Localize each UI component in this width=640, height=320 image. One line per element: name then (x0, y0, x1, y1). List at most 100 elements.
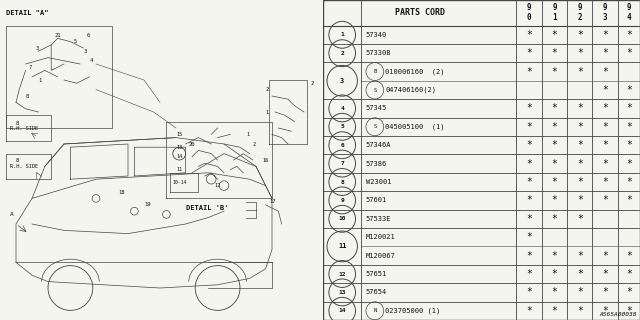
Text: 7: 7 (340, 161, 344, 166)
Text: *: * (602, 103, 608, 113)
Text: B: B (373, 69, 376, 74)
Text: 18: 18 (118, 189, 125, 195)
Text: *: * (626, 159, 632, 169)
Text: *: * (602, 287, 608, 297)
Text: *: * (602, 140, 608, 150)
Text: *: * (526, 251, 532, 260)
Text: 57651: 57651 (366, 271, 387, 277)
Text: 11: 11 (338, 244, 346, 249)
Text: *: * (552, 140, 557, 150)
Text: *: * (577, 196, 583, 205)
Text: 57330B: 57330B (366, 50, 392, 56)
Text: *: * (552, 67, 557, 76)
Text: 4: 4 (340, 106, 344, 111)
Text: 8: 8 (16, 121, 19, 126)
Text: 57533E: 57533E (366, 216, 392, 222)
Text: *: * (526, 48, 532, 58)
Text: *: * (602, 159, 608, 169)
Text: A565A00038: A565A00038 (599, 312, 637, 317)
Text: 10: 10 (339, 216, 346, 221)
Text: 010006160  (2): 010006160 (2) (385, 68, 445, 75)
Text: *: * (602, 30, 608, 40)
Text: 1: 1 (266, 109, 269, 115)
Text: S: S (373, 87, 376, 92)
Text: 17: 17 (269, 199, 275, 204)
Text: *: * (526, 159, 532, 169)
Text: *: * (577, 251, 583, 260)
Text: 57654: 57654 (366, 289, 387, 295)
Text: *: * (526, 269, 532, 279)
Text: *: * (577, 159, 583, 169)
Text: *: * (626, 30, 632, 40)
Text: *: * (552, 103, 557, 113)
Text: 13: 13 (176, 145, 182, 150)
Text: *: * (577, 177, 583, 187)
Text: *: * (552, 196, 557, 205)
Text: 5: 5 (340, 124, 344, 129)
Text: DETAIL "A": DETAIL "A" (6, 10, 49, 16)
Text: *: * (626, 196, 632, 205)
Text: 21: 21 (54, 33, 61, 38)
Text: *: * (526, 30, 532, 40)
Text: *: * (626, 122, 632, 132)
Text: *: * (577, 214, 583, 224)
Text: R.H. SIDE: R.H. SIDE (10, 125, 38, 131)
Text: 9
4: 9 4 (627, 3, 631, 22)
Text: *: * (577, 269, 583, 279)
Text: 14: 14 (339, 308, 346, 313)
Text: *: * (552, 30, 557, 40)
Text: *: * (626, 48, 632, 58)
Text: *: * (577, 103, 583, 113)
Text: *: * (526, 306, 532, 316)
Text: 5: 5 (74, 39, 77, 44)
Text: 57386: 57386 (366, 161, 387, 167)
Text: 023705000 (1): 023705000 (1) (385, 308, 440, 314)
Text: N: N (373, 308, 376, 313)
Text: M120067: M120067 (366, 252, 396, 259)
Text: 57346A: 57346A (366, 142, 392, 148)
Text: *: * (552, 214, 557, 224)
Text: *: * (626, 251, 632, 260)
Text: 4: 4 (90, 58, 93, 63)
Text: *: * (552, 251, 557, 260)
Text: *: * (526, 214, 532, 224)
Text: M120021: M120021 (366, 234, 396, 240)
Text: 9: 9 (340, 198, 344, 203)
Text: R.H. SIDE: R.H. SIDE (10, 164, 38, 169)
Text: 6: 6 (340, 143, 344, 148)
Text: 19: 19 (144, 202, 150, 207)
Text: 045005100  (1): 045005100 (1) (385, 124, 445, 130)
Text: 6: 6 (86, 33, 90, 38)
Text: 10-14: 10-14 (173, 180, 187, 185)
Text: 9
1: 9 1 (552, 3, 557, 22)
Text: *: * (552, 177, 557, 187)
Text: 9
0: 9 0 (527, 3, 531, 22)
Text: 8: 8 (26, 93, 29, 99)
Text: *: * (552, 306, 557, 316)
Text: 57601: 57601 (366, 197, 387, 204)
Text: *: * (602, 196, 608, 205)
Text: *: * (626, 140, 632, 150)
Text: 14: 14 (176, 154, 182, 159)
Text: *: * (552, 48, 557, 58)
Text: *: * (602, 85, 608, 95)
Text: *: * (526, 122, 532, 132)
Text: *: * (577, 30, 583, 40)
Text: 7: 7 (29, 65, 32, 70)
Text: *: * (602, 251, 608, 260)
Text: *: * (626, 177, 632, 187)
Text: *: * (602, 67, 608, 76)
Text: DETAIL 'B': DETAIL 'B' (186, 205, 228, 211)
Text: 1: 1 (38, 77, 42, 83)
Text: 12: 12 (339, 271, 346, 276)
Text: *: * (626, 85, 632, 95)
Text: *: * (552, 287, 557, 297)
Text: *: * (526, 103, 532, 113)
Text: *: * (577, 140, 583, 150)
Text: *: * (526, 177, 532, 187)
Text: *: * (626, 306, 632, 316)
Text: *: * (626, 287, 632, 297)
Text: 2: 2 (266, 87, 269, 92)
Text: 3: 3 (340, 78, 344, 84)
Text: 047406160(2): 047406160(2) (385, 87, 436, 93)
